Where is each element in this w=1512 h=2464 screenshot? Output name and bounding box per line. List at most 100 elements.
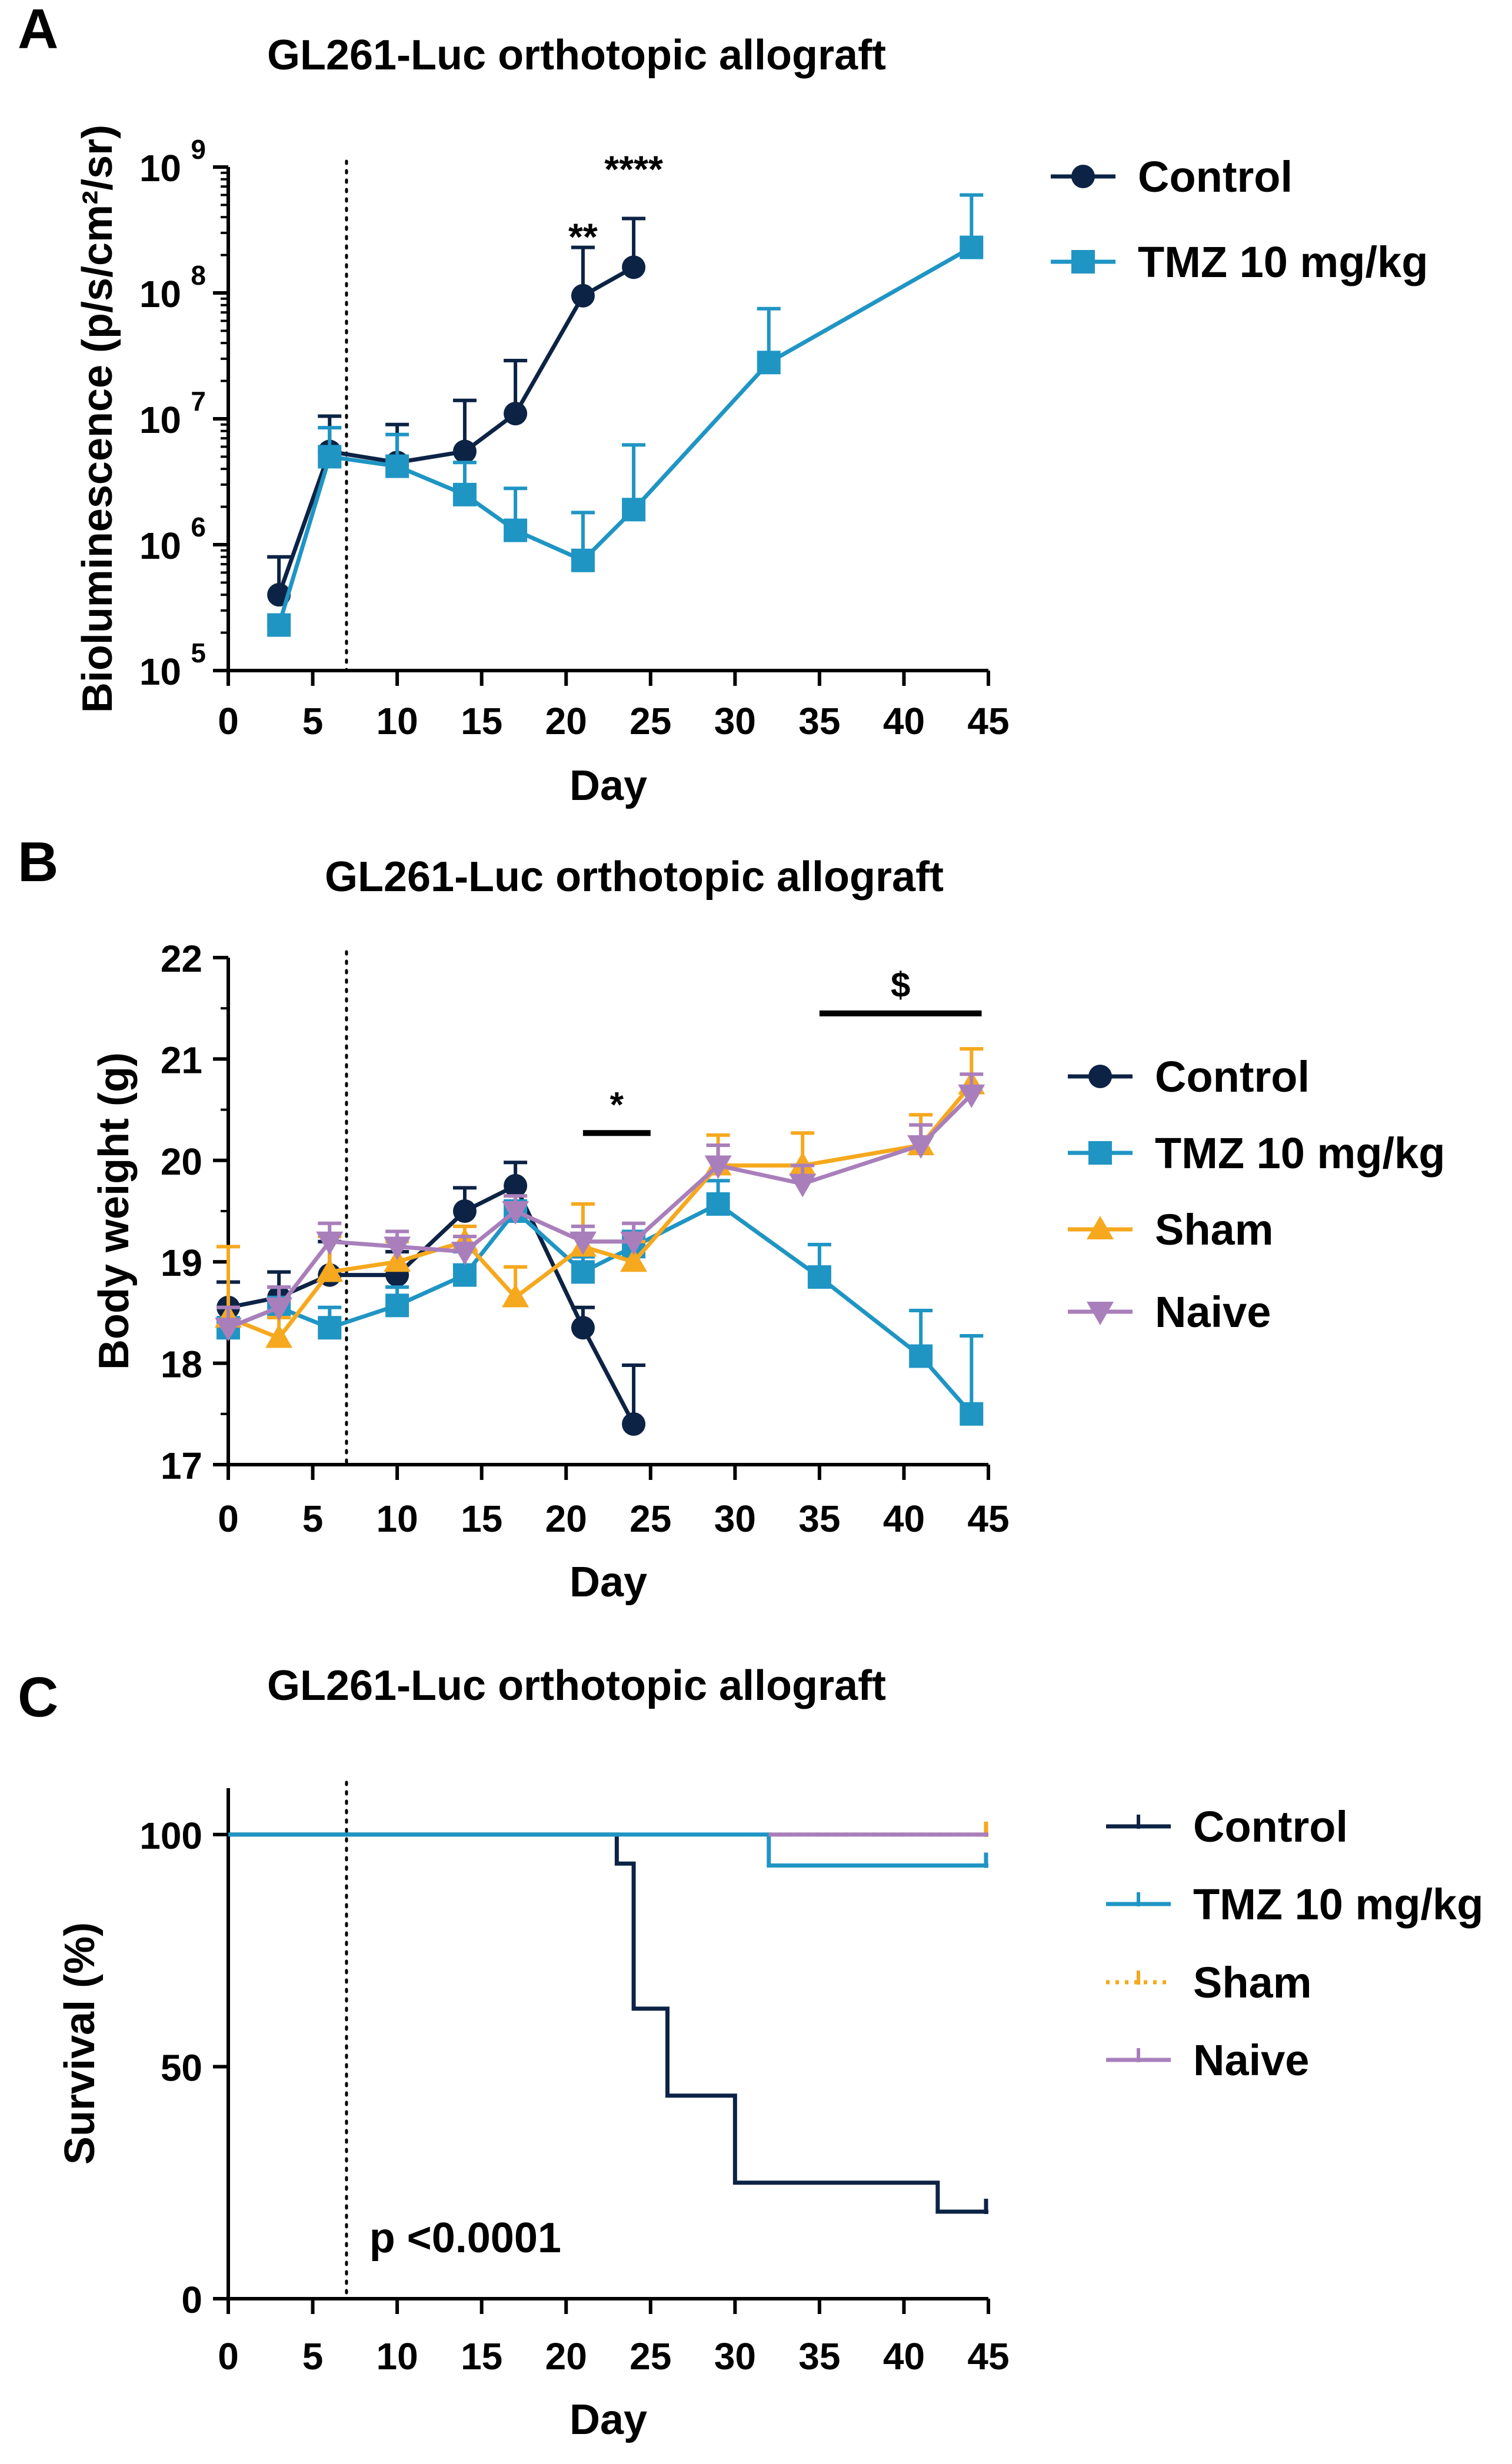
y-axis-label: Survival (%)	[56, 1922, 104, 2165]
data-point	[316, 1258, 344, 1282]
series-sham	[215, 1047, 985, 1348]
x-tick-label: 30	[714, 700, 756, 742]
y-tick-label: 17	[161, 1445, 202, 1487]
series-line-control	[277, 265, 635, 596]
data-point	[622, 498, 646, 522]
significance-marker: **	[568, 216, 598, 258]
x-axis-label: Day	[570, 762, 647, 809]
legend: Control TMZ 10 mg/kg Sham Naive	[1068, 1052, 1445, 1336]
data-point	[452, 439, 477, 464]
x-tick-label: 0	[218, 1498, 239, 1540]
legend-marker	[1088, 1065, 1112, 1088]
data-point	[265, 1324, 293, 1348]
legend-label: TMZ 10 mg/kg	[1193, 1880, 1483, 1929]
data-point	[571, 1260, 595, 1284]
data-point	[452, 1199, 477, 1223]
x-tick-label: 45	[967, 1498, 1009, 1540]
data-point	[316, 1231, 344, 1255]
data-point	[620, 1231, 648, 1255]
legend: Control TMZ 10 mg/kg	[1051, 152, 1428, 286]
series-tmz	[217, 1179, 984, 1426]
significance-marker: $	[891, 965, 910, 1005]
data-point	[569, 1231, 597, 1255]
data-point	[215, 1318, 242, 1342]
data-point	[757, 351, 781, 375]
panel-letter: B	[18, 831, 58, 893]
y-tick-label: 18	[161, 1343, 202, 1386]
data-point	[571, 284, 595, 308]
legend-label: Control	[1155, 1052, 1310, 1101]
legend-label: Control	[1138, 152, 1293, 201]
data-point	[504, 518, 528, 542]
data-point	[622, 255, 646, 279]
panel-letter: C	[18, 1666, 58, 1729]
legend-marker	[1071, 250, 1095, 274]
x-tick-label: 15	[461, 700, 502, 742]
significance-marker: *	[610, 1085, 624, 1124]
data-point	[504, 402, 528, 426]
data-point	[620, 1248, 648, 1272]
legend-label: Naive	[1193, 2036, 1309, 2085]
y-tick-label: 19	[161, 1242, 202, 1284]
data-point	[502, 1201, 529, 1225]
data-point	[622, 1412, 646, 1436]
x-tick-label: 20	[545, 700, 587, 742]
data-point	[318, 445, 342, 469]
y-tick-exponent: 7	[191, 386, 206, 416]
series-line-tmz	[277, 245, 973, 626]
series-naive	[215, 1072, 985, 1342]
legend-label: Control	[1193, 1802, 1348, 1851]
y-axis-label: Body weight (g)	[91, 1052, 138, 1370]
p-value-label: p <0.0001	[369, 2215, 561, 2262]
x-axis-label: Day	[570, 1559, 647, 1606]
series-tmz	[267, 193, 984, 637]
y-tick-label: 20	[161, 1141, 202, 1183]
x-tick-label: 40	[883, 700, 925, 742]
y-tick-label: 10	[139, 147, 181, 189]
x-tick-label: 30	[714, 2335, 756, 2378]
data-point	[385, 454, 409, 478]
legend: Control TMZ 10 mg/kg Sham Naive	[1106, 1802, 1483, 2085]
x-tick-label: 25	[630, 2335, 671, 2378]
y-axis-label: Bioluminescence (p/s/cm²/sr)	[74, 125, 121, 713]
x-tick-label: 0	[218, 700, 239, 742]
panel-letter: A	[18, 0, 58, 61]
series-line-naive	[227, 1093, 973, 1330]
y-tick-label: 10	[139, 651, 181, 693]
data-point	[452, 482, 477, 506]
chart-title: GL261-Luc orthotopic allograft	[325, 853, 944, 901]
survival-curve-tmz	[228, 1832, 988, 1868]
y-tick-label: 100	[139, 1815, 202, 1857]
x-tick-label: 10	[377, 2335, 418, 2378]
panel-B: B GL261-Luc orthotopic allograft 0 5 10 15 20 2…	[18, 831, 1445, 1606]
x-tick-label: 45	[967, 700, 1009, 742]
x-tick-label: 20	[545, 2335, 587, 2378]
x-tick-label: 45	[967, 2335, 1009, 2378]
x-tick-label: 35	[798, 2335, 840, 2378]
legend-label: TMZ 10 mg/kg	[1155, 1129, 1445, 1178]
data-point	[704, 1155, 732, 1179]
x-tick-label: 5	[302, 700, 324, 742]
legend-marker	[1087, 1302, 1114, 1325]
data-point	[504, 1173, 528, 1198]
data-point	[789, 1173, 817, 1198]
y-tick-label: 10	[139, 525, 181, 567]
data-point	[909, 1344, 933, 1368]
data-point	[807, 1265, 831, 1289]
survival-curve-control	[228, 1832, 988, 2214]
legend-marker	[1071, 165, 1095, 188]
y-tick-exponent: 6	[191, 512, 206, 542]
legend-label: TMZ 10 mg/kg	[1138, 238, 1428, 286]
x-tick-label: 15	[461, 1498, 502, 1540]
data-point	[265, 1297, 293, 1321]
series-control	[267, 216, 646, 607]
data-point	[960, 1402, 984, 1426]
x-tick-label: 25	[630, 1498, 671, 1540]
data-point	[571, 548, 595, 572]
y-tick-exponent: 9	[191, 134, 206, 165]
x-tick-label: 40	[883, 2335, 925, 2378]
panel-C: C GL261-Luc orthotopic allograft 0 5 10 15 20 2…	[18, 1662, 1483, 2443]
legend-label: Sham	[1193, 1958, 1312, 2007]
x-tick-label: 10	[377, 700, 418, 742]
